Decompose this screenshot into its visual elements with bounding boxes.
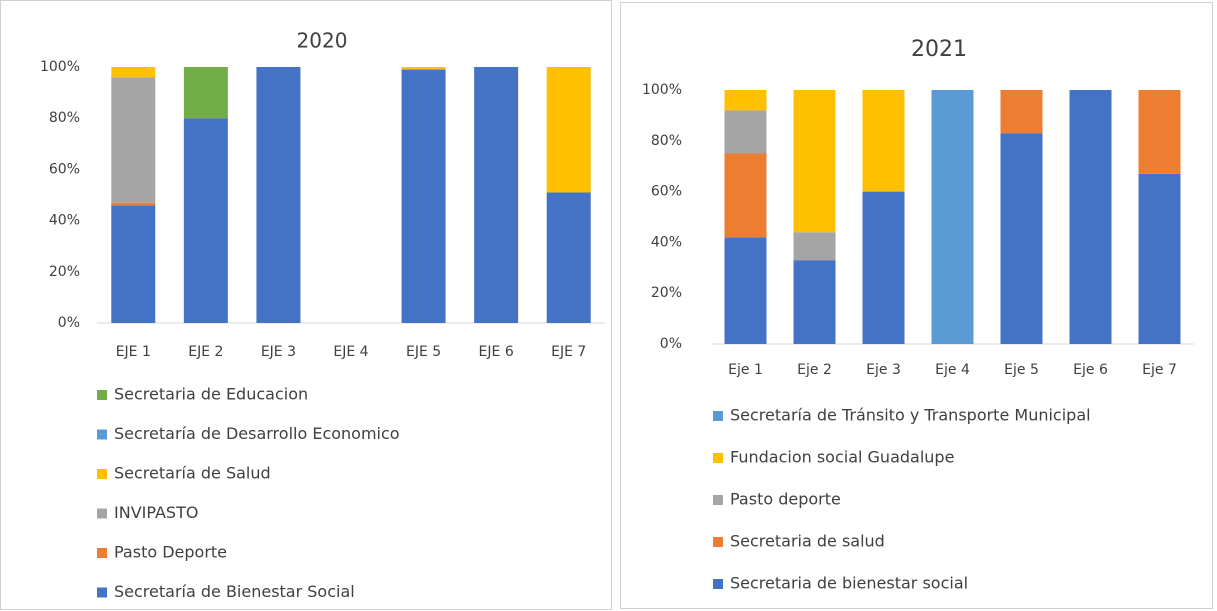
bar-segment [793,260,836,344]
legend-swatch [97,469,107,479]
x-tick-label: Eje 1 [728,362,763,378]
x-tick-label: EJE 7 [551,344,586,360]
bar-segment [862,191,905,344]
legend-label: INVIPASTO [114,503,198,522]
bar-segment [183,118,228,323]
bar-segment [793,232,836,261]
bar-segment [1069,90,1112,344]
bar-segment [724,153,767,238]
x-tick-label: EJE 6 [479,344,514,360]
x-tick-label: Eje 4 [935,362,970,378]
x-tick-label: EJE 1 [116,344,151,360]
legend-swatch [97,508,107,519]
bar-segment [401,67,446,70]
legend-label: Secretaría de Bienestar Social [114,582,355,601]
bar-segment [111,77,156,203]
bar-segment [111,202,156,206]
y-tick-label: 0% [58,315,80,331]
x-tick-label: Eje 6 [1073,362,1108,378]
y-tick-label: 40% [49,213,80,229]
legend-swatch [713,453,723,463]
x-tick-label: EJE 5 [406,344,441,360]
bar-segment [474,67,519,323]
legend-swatch [713,537,723,547]
legend-label: Secretaría de Tránsito y Transporte Muni… [730,406,1091,425]
chart-frame [0,0,612,610]
legend-label: Secretaria de salud [730,532,885,551]
chart-title: 2020 [297,29,348,53]
bar-segment [931,90,974,344]
y-tick-label: 80% [49,110,80,126]
y-tick-label: 100% [40,59,80,75]
legend-label: Secretaría de Salud [114,464,271,483]
legend-label: Pasto Deporte [114,543,227,562]
bar-segment [401,69,446,323]
legend-swatch [97,390,107,400]
x-tick-label: Eje 3 [866,362,901,378]
x-tick-label: EJE 4 [333,344,368,360]
x-tick-label: Eje 7 [1142,362,1177,378]
x-tick-label: EJE 3 [261,344,296,360]
legend-label: Secretaria de Educacion [114,385,308,404]
bar-segment [862,90,905,192]
legend-swatch [97,429,107,440]
bar-segment [724,90,767,111]
bar-segment [111,205,156,323]
legend-swatch [97,548,107,558]
legend-swatch [713,579,723,589]
y-tick-label: 0% [660,336,682,352]
bar-segment [256,67,301,323]
y-tick-label: 60% [651,184,682,200]
bar-segment [546,192,591,323]
bar-segment [724,110,767,154]
y-tick-label: 20% [49,264,80,280]
legend-label: Secretaría de Desarrollo Economico [114,424,400,443]
bar-segment [1138,90,1181,174]
bar-segment [1138,173,1181,344]
x-tick-label: Eje 5 [1004,362,1039,378]
chart-title: 2021 [911,37,967,62]
legend-label: Secretaria de bienestar social [730,574,968,593]
legend-swatch [713,495,723,505]
y-tick-label: 60% [49,161,80,177]
bar-segment [1000,133,1043,344]
legend-swatch [713,411,723,421]
y-tick-label: 80% [651,133,682,149]
x-tick-label: EJE 2 [188,344,223,360]
bar-segment [111,67,156,78]
legend-label: Pasto deporte [730,490,841,509]
bar-segment [546,67,591,193]
bar-segment [724,237,767,344]
y-tick-label: 20% [651,285,682,301]
bar-segment [183,67,228,119]
bar-segment [1000,90,1043,134]
chart-frame [620,2,1213,609]
x-tick-label: Eje 2 [797,362,832,378]
y-tick-label: 100% [642,82,682,98]
legend-swatch [97,587,107,598]
y-tick-label: 40% [651,234,682,250]
bar-segment [793,90,836,233]
legend-label: Fundacion social Guadalupe [730,448,954,467]
